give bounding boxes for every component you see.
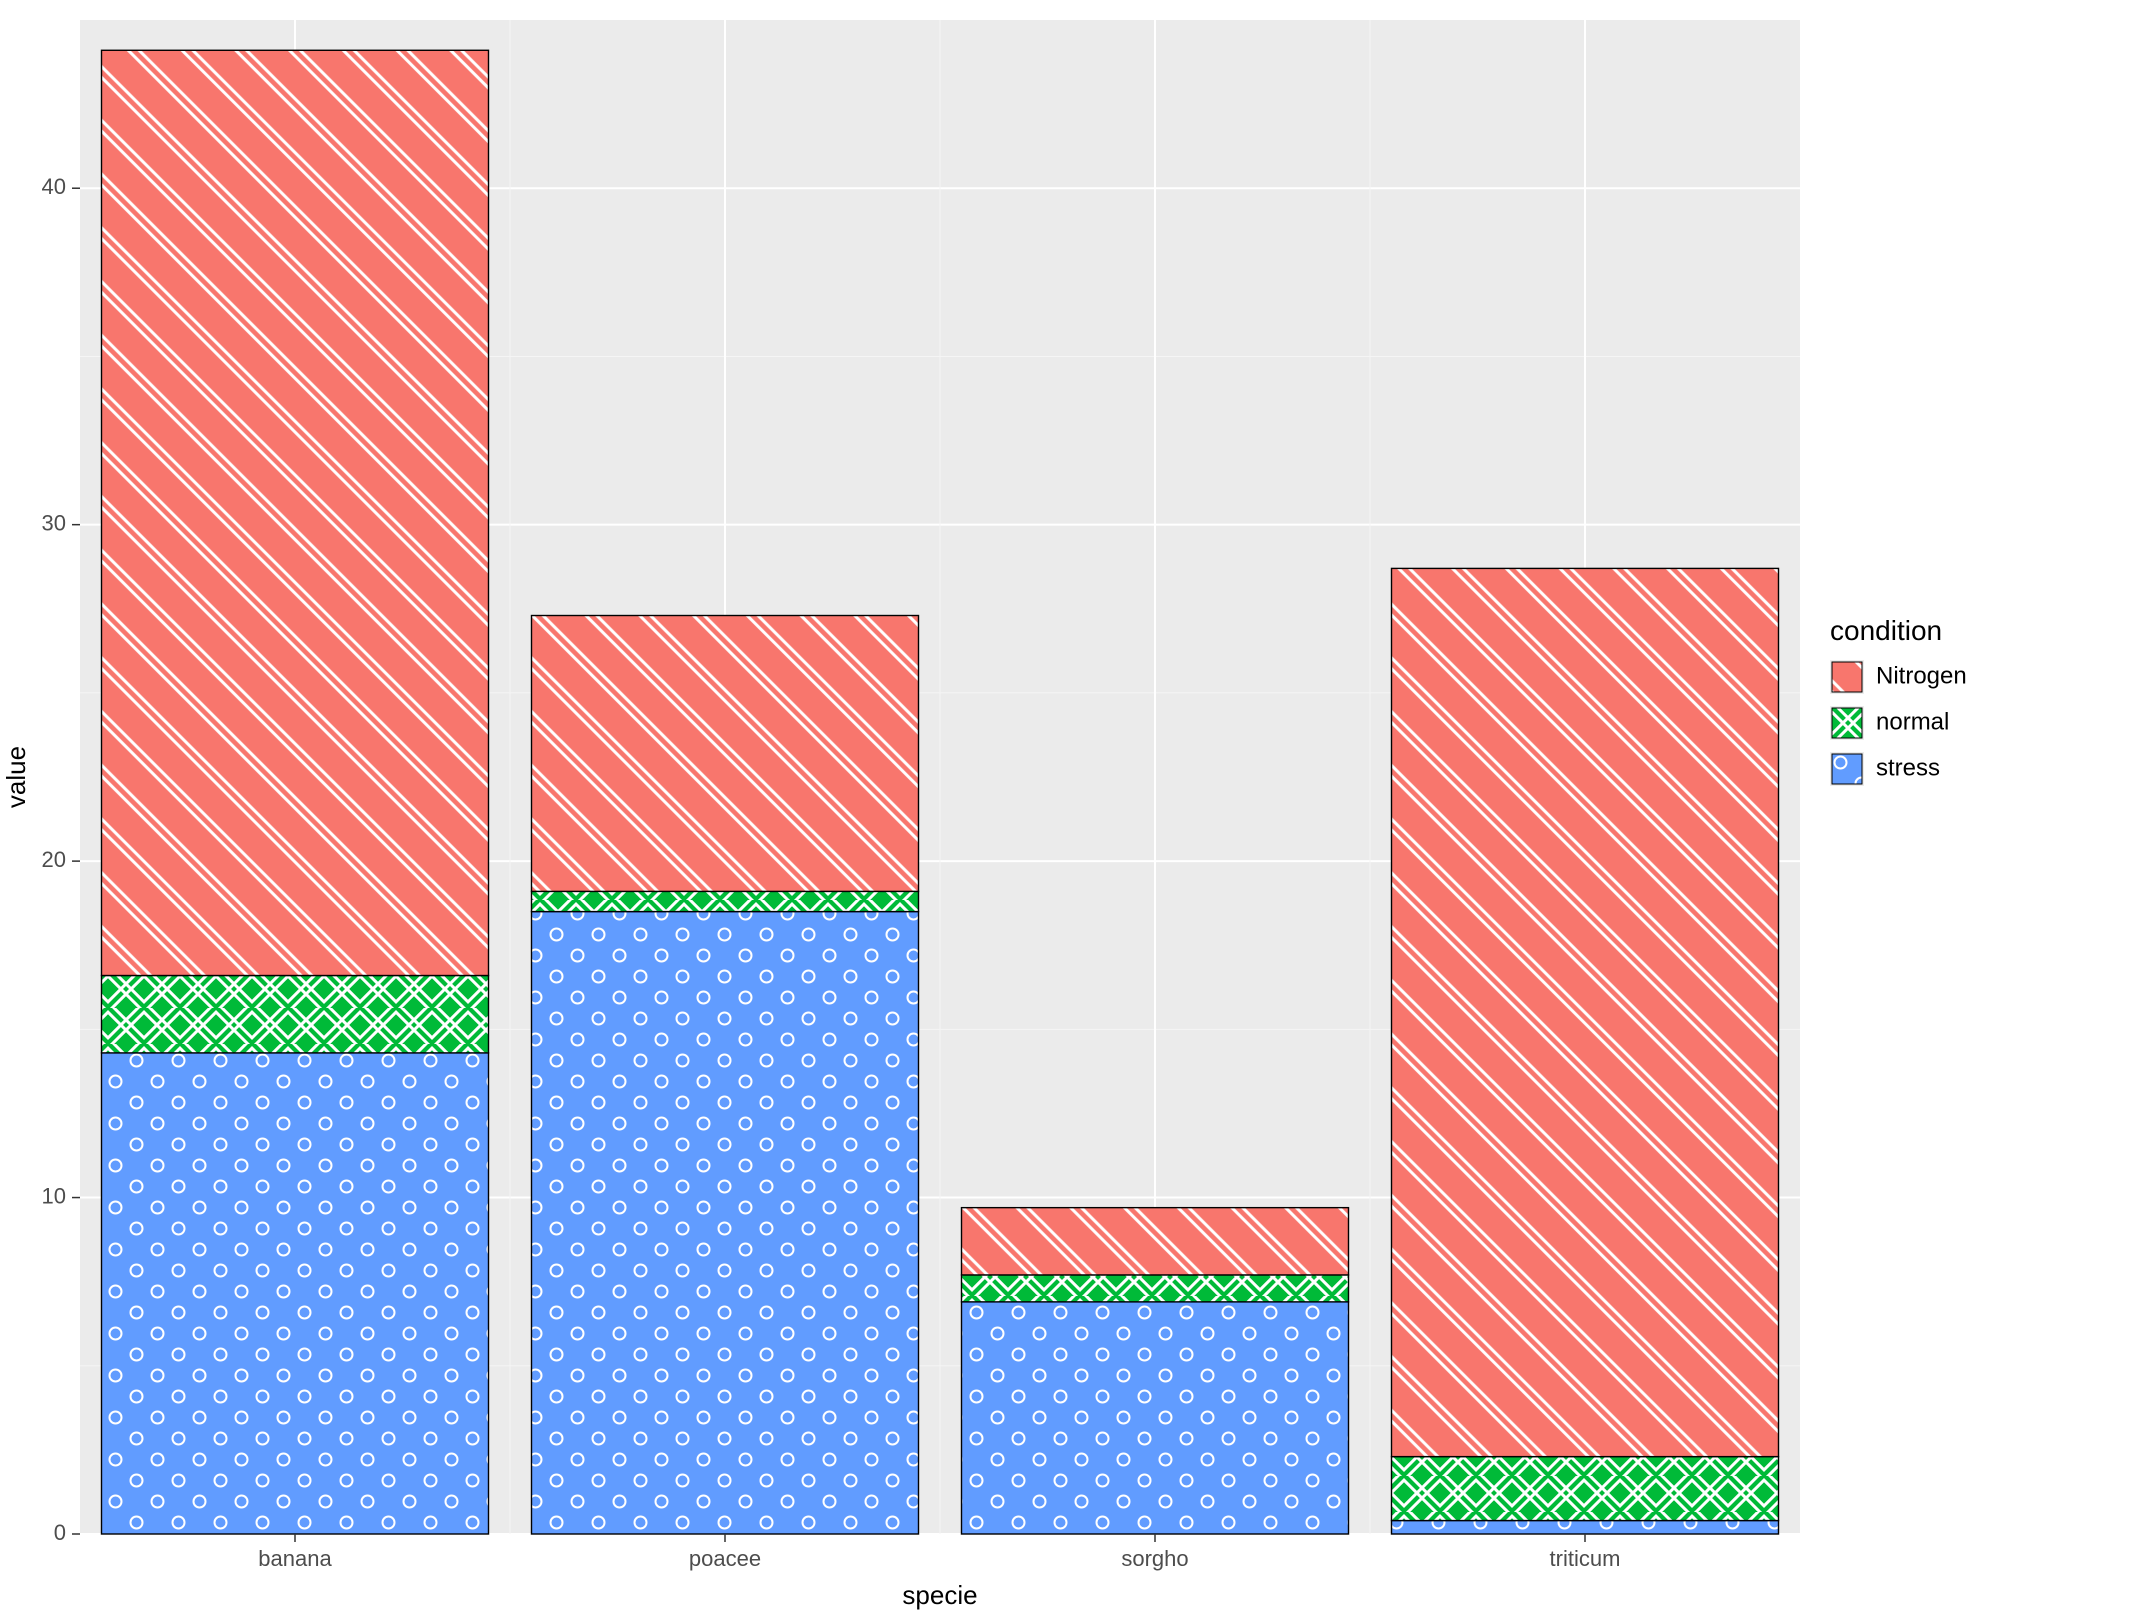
- y-axis: 0 10 20 30 40: [42, 174, 80, 1545]
- y-tick-0: 0: [54, 1520, 66, 1545]
- bar-triticum-stress: [1392, 1521, 1779, 1534]
- bar-banana-Nitrogen: [102, 50, 489, 975]
- legend-label-normal: normal: [1876, 708, 1949, 735]
- bar-banana-normal: [102, 976, 489, 1053]
- legend-item-Nitrogen: Nitrogen: [1830, 660, 1967, 694]
- bar-triticum-Nitrogen: [1392, 568, 1779, 1456]
- bar-sorgho-stress: [962, 1302, 1349, 1534]
- x-axis-title: specie: [902, 1580, 977, 1610]
- legend-key-Nitrogen: [1832, 662, 1862, 692]
- bar-poacee-normal: [532, 891, 919, 911]
- legend-label-Nitrogen: Nitrogen: [1876, 662, 1967, 689]
- legend: condition Nitrogen normal stress: [1830, 615, 1967, 786]
- legend-label-stress: stress: [1876, 754, 1940, 781]
- y-tick-30: 30: [42, 510, 66, 535]
- bar-poacee-stress: [532, 912, 919, 1534]
- x-tick-triticum: triticum: [1550, 1546, 1621, 1571]
- y-tick-20: 20: [42, 847, 66, 872]
- stacked-bar-chart: 0 10 20 30 40 value banana poacee sorgho triticum…: [0, 0, 2156, 1624]
- bar-sorgho-Nitrogen: [962, 1208, 1349, 1275]
- x-tick-poacee: poacee: [689, 1546, 761, 1571]
- legend-item-normal: normal: [1830, 706, 1949, 740]
- y-axis-title: value: [1, 746, 31, 808]
- legend-item-stress: stress: [1830, 752, 1940, 786]
- legend-title: condition: [1830, 615, 1942, 646]
- x-tick-sorgho: sorgho: [1121, 1546, 1188, 1571]
- x-axis: banana poacee sorgho triticum: [258, 1534, 1620, 1571]
- legend-key-normal: [1832, 708, 1862, 738]
- bar-triticum-normal: [1392, 1457, 1779, 1521]
- bar-sorgho-normal: [962, 1275, 1349, 1302]
- legend-key-stress: [1832, 754, 1862, 784]
- bar-banana-stress: [102, 1053, 489, 1534]
- y-tick-40: 40: [42, 174, 66, 199]
- chart-container: 0 10 20 30 40 value banana poacee sorgho triticum…: [0, 0, 2156, 1624]
- bar-poacee-Nitrogen: [532, 616, 919, 892]
- x-tick-banana: banana: [258, 1546, 332, 1571]
- y-tick-10: 10: [42, 1183, 66, 1208]
